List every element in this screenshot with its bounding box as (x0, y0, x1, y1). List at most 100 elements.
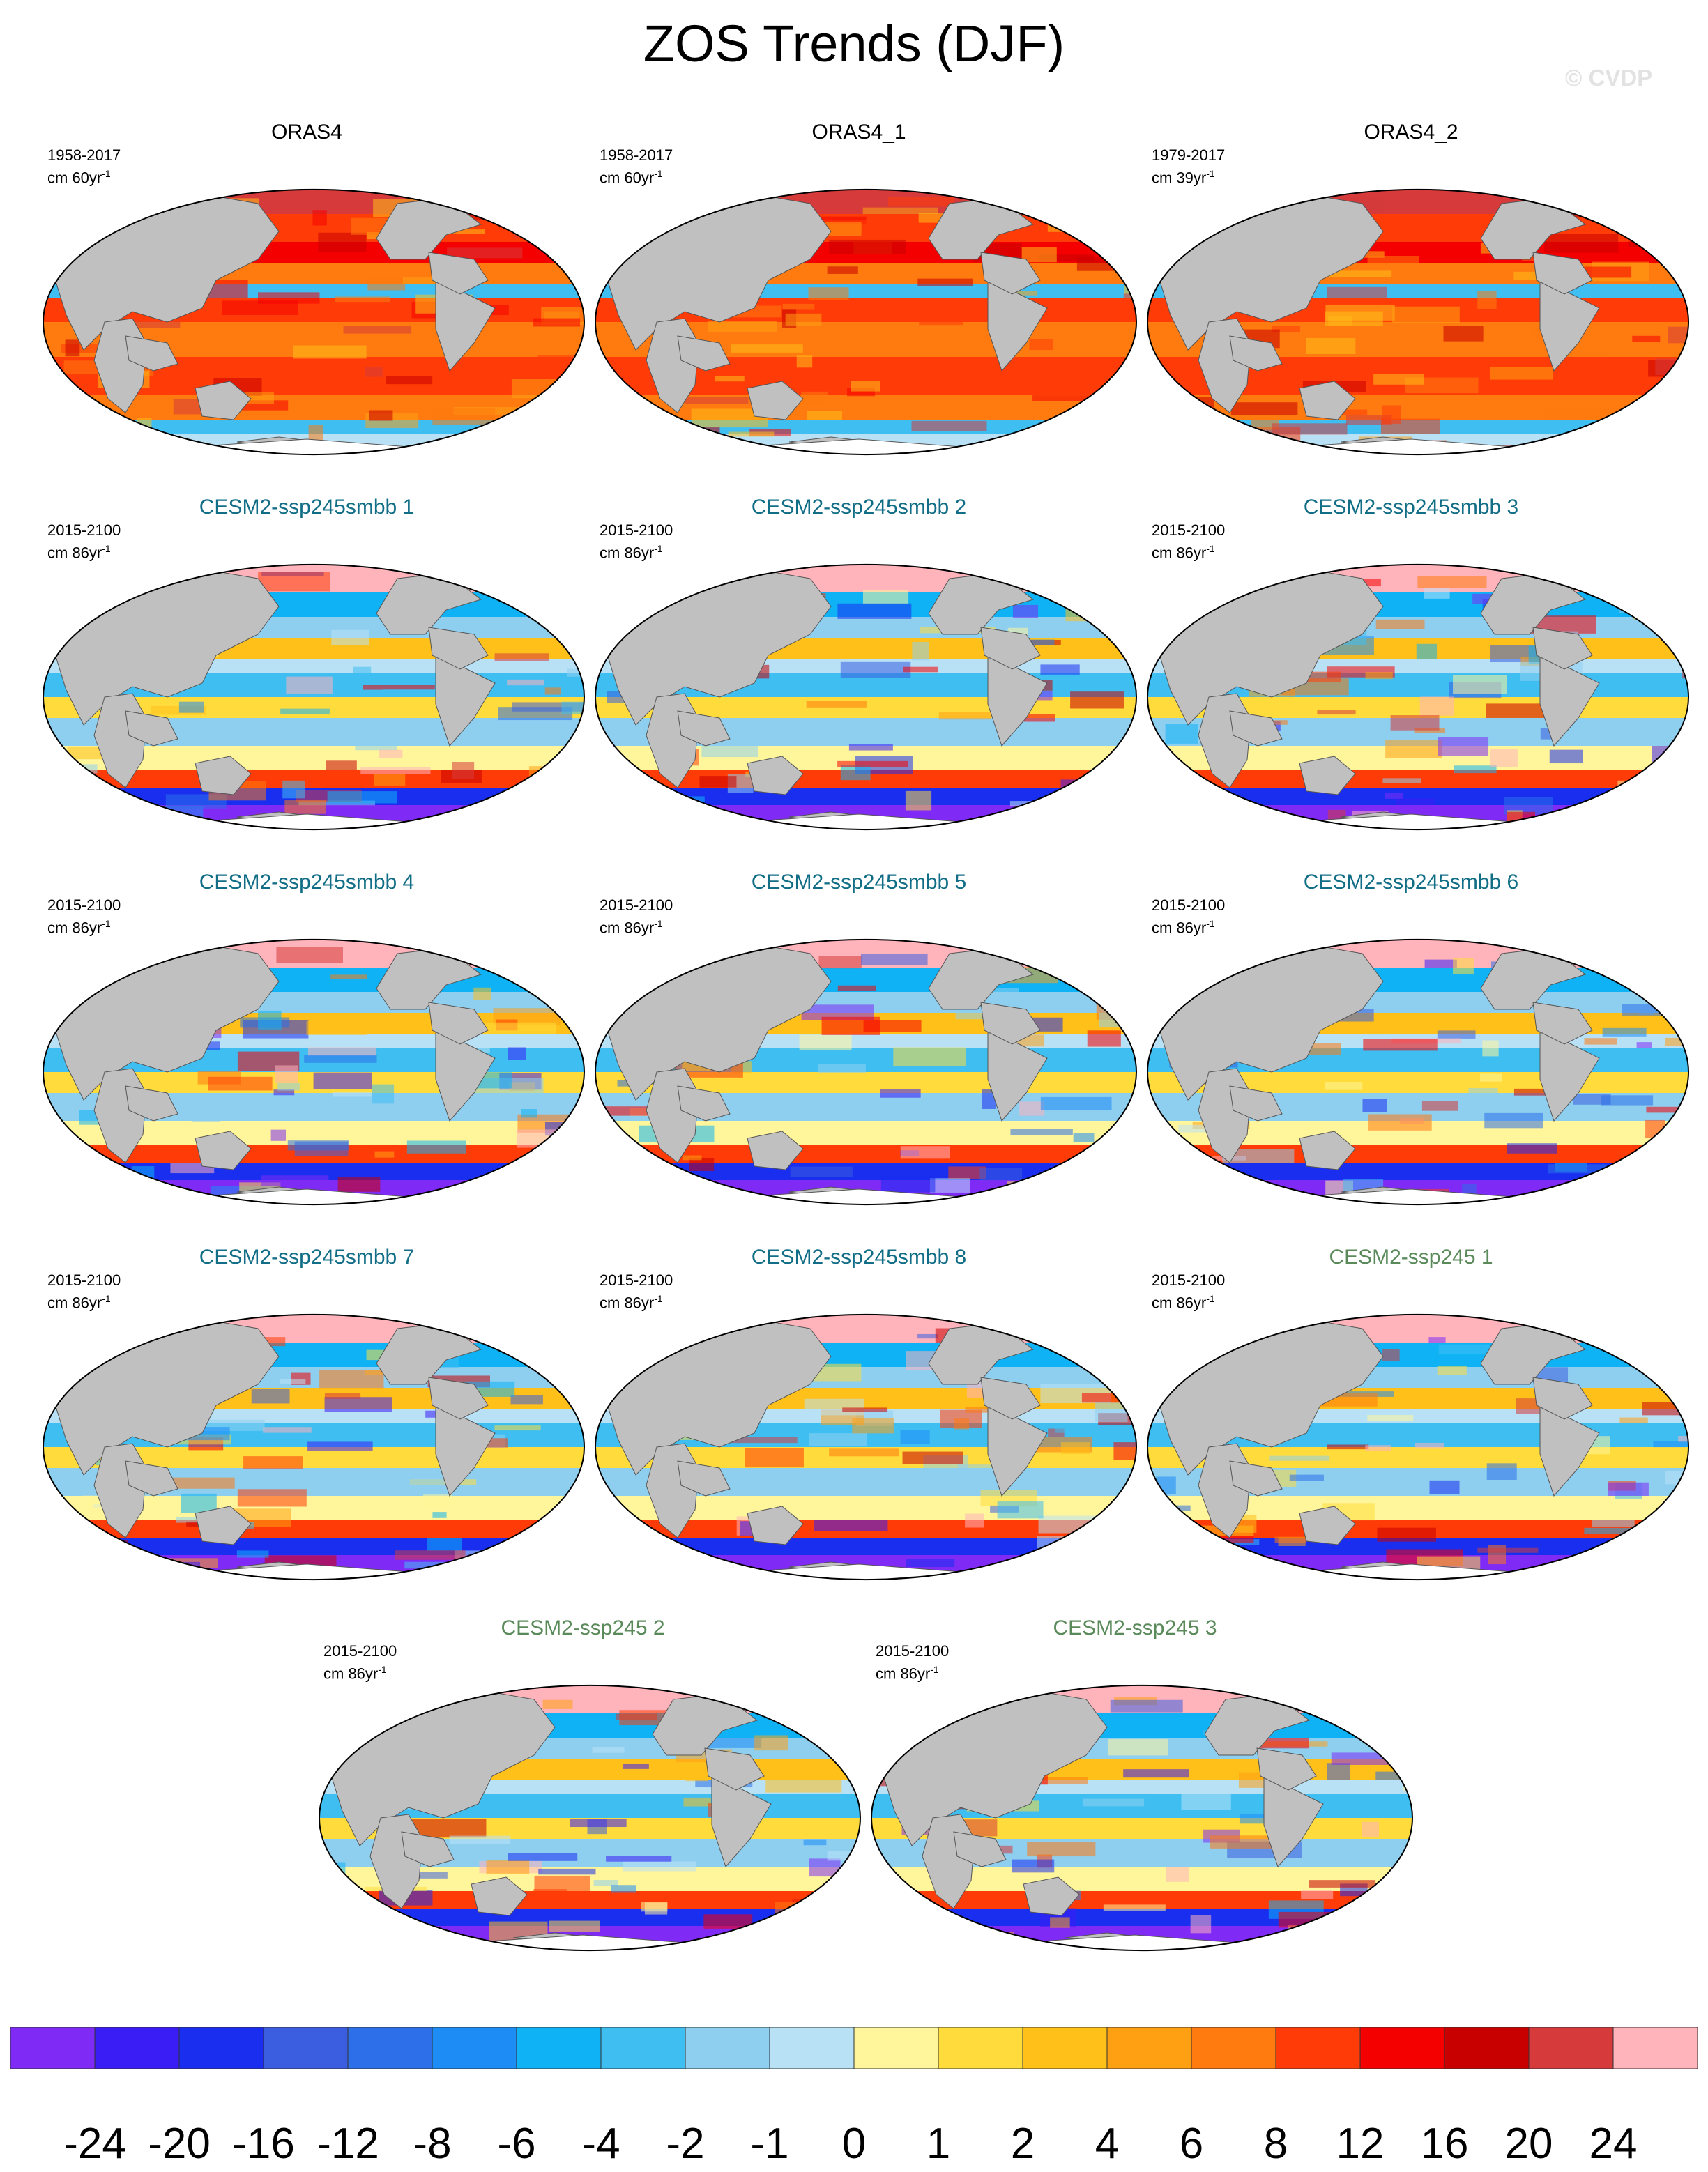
panel-title: ORAS4_2 (1364, 121, 1458, 144)
colorbar-swatch (600, 2027, 686, 2069)
colorbar-tick-label: -12 (317, 2120, 379, 2168)
panel-period: 2015-2100 (600, 896, 673, 914)
colorbar-swatch (432, 2027, 517, 2069)
panel-period: 1958-2017 (47, 146, 121, 164)
map-panel: CESM2-ssp245 1 2015-2100 cm 86yr-1 (1132, 1245, 1690, 1607)
panel-title: CESM2-ssp245smbb 5 (751, 871, 967, 894)
map-panel: ORAS4_2 1979-2017 cm 39yr-1 (1132, 120, 1690, 482)
panel-units: cm 86yr-1 (47, 918, 111, 937)
panel-title: ORAS4 (271, 121, 342, 144)
world-map (42, 939, 586, 1205)
world-map (1146, 564, 1690, 830)
panel-units: cm 86yr-1 (600, 1293, 663, 1312)
map-panel: CESM2-ssp245smbb 4 2015-2100 cm 86yr-1 (28, 870, 586, 1232)
map-panel: CESM2-ssp245smbb 3 2015-2100 cm 86yr-1 (1132, 495, 1690, 857)
colorbar-tick-label: -16 (232, 2120, 295, 2168)
colorbar-tick-label: 8 (1263, 2120, 1288, 2168)
colorbar-swatch (178, 2027, 264, 2069)
map-panel: ORAS4 1958-2017 cm 60yr-1 (28, 120, 586, 482)
panel-title: CESM2-ssp245smbb 3 (1303, 496, 1519, 519)
colorbar-swatch (769, 2027, 855, 2069)
panel-title: CESM2-ssp245 2 (501, 1616, 665, 1639)
colorbar-swatch (516, 2027, 602, 2069)
colorbar (10, 2027, 1698, 2069)
panel-period: 2015-2100 (600, 521, 673, 539)
map-panel: CESM2-ssp245 3 2015-2100 cm 86yr-1 (856, 1616, 1414, 1978)
panel-title: ORAS4_1 (811, 121, 906, 144)
colorbar-swatch (938, 2027, 1023, 2069)
colorbar-swatch (1612, 2027, 1698, 2069)
colorbar-tick-label: 12 (1336, 2120, 1385, 2168)
world-map (42, 1314, 586, 1580)
world-map (42, 564, 586, 830)
panel-period: 2015-2100 (47, 521, 121, 539)
world-map (594, 939, 1138, 1205)
panel-units: cm 86yr-1 (876, 1664, 939, 1683)
world-map (1146, 1314, 1690, 1580)
colorbar-tick-label: 2 (1010, 2120, 1035, 2168)
panel-period: 2015-2100 (876, 1642, 950, 1660)
panel-title: CESM2-ssp245smbb 1 (199, 496, 415, 519)
colorbar-swatch (1191, 2027, 1276, 2069)
colorbar-swatch (263, 2027, 349, 2069)
colorbar-swatch (685, 2027, 770, 2069)
world-map (1146, 939, 1690, 1205)
panel-period: 2015-2100 (600, 1271, 673, 1289)
panel-units: cm 60yr-1 (600, 168, 663, 187)
map-panel: CESM2-ssp245smbb 5 2015-2100 cm 86yr-1 (580, 870, 1138, 1232)
colorbar-swatch (347, 2027, 433, 2069)
colorbar-swatch (1444, 2027, 1530, 2069)
colorbar-tick-label: 24 (1589, 2120, 1638, 2168)
panel-period: 2015-2100 (1152, 1271, 1226, 1289)
panel-period: 1979-2017 (1152, 146, 1226, 164)
world-map (1146, 189, 1690, 455)
panel-title: CESM2-ssp245smbb 8 (751, 1246, 967, 1269)
world-map (318, 1685, 862, 1951)
panel-period: 2015-2100 (1152, 896, 1226, 914)
panel-period: 1958-2017 (600, 146, 673, 164)
colorbar-tick-label: 0 (841, 2120, 867, 2168)
colorbar-swatch (853, 2027, 939, 2069)
colorbar-labels: -24 -20 -16 -12 -8 -6 -4 -2 -1 0 1 2 4 6 8 12 16 20 24 (10, 2119, 1698, 2172)
panel-units: cm 39yr-1 (1152, 168, 1215, 187)
map-panel: CESM2-ssp245smbb 8 2015-2100 cm 86yr-1 (580, 1245, 1138, 1607)
panel-title: CESM2-ssp245smbb 7 (199, 1246, 415, 1269)
panel-units: cm 86yr-1 (47, 1293, 111, 1312)
colorbar-swatch (1359, 2027, 1445, 2069)
cvdp-watermark: © CVDP (1565, 65, 1653, 91)
colorbar-tick-label: 4 (1095, 2120, 1120, 2168)
panel-units: cm 86yr-1 (1152, 1293, 1215, 1312)
colorbar-tick-label: -1 (750, 2120, 789, 2168)
panel-period: 2015-2100 (1152, 521, 1226, 539)
world-map (594, 189, 1138, 455)
colorbar-swatch (1528, 2027, 1614, 2069)
map-panel: ORAS4_1 1958-2017 cm 60yr-1 (580, 120, 1138, 482)
colorbar-tick-label: 16 (1420, 2120, 1469, 2168)
panel-units: cm 86yr-1 (47, 543, 111, 562)
colorbar-swatch (1106, 2027, 1192, 2069)
panel-period: 2015-2100 (47, 896, 121, 914)
colorbar-tick-label: 1 (926, 2120, 951, 2168)
panel-period: 2015-2100 (47, 1271, 121, 1289)
colorbar-tick-label: 20 (1504, 2120, 1553, 2168)
world-map (594, 564, 1138, 830)
colorbar-tick-label: -20 (148, 2120, 211, 2168)
colorbar-tick-label: -6 (497, 2120, 536, 2168)
panel-units: cm 86yr-1 (600, 543, 663, 562)
panel-title: CESM2-ssp245smbb 2 (751, 496, 967, 519)
panel-units: cm 60yr-1 (47, 168, 111, 187)
figure-title: ZOS Trends (DJF) (643, 15, 1065, 72)
panel-title: CESM2-ssp245 1 (1329, 1246, 1493, 1269)
colorbar-tick-label: 6 (1179, 2120, 1204, 2168)
map-panel: CESM2-ssp245smbb 1 2015-2100 cm 86yr-1 (28, 495, 586, 857)
map-panel: CESM2-ssp245smbb 7 2015-2100 cm 86yr-1 (28, 1245, 586, 1607)
panel-units: cm 86yr-1 (323, 1664, 387, 1683)
panel-title: CESM2-ssp245smbb 6 (1303, 871, 1519, 894)
world-map (870, 1685, 1414, 1951)
panel-title: CESM2-ssp245 3 (1053, 1616, 1217, 1639)
colorbar-tick-label: -8 (413, 2120, 452, 2168)
map-panel: CESM2-ssp245 2 2015-2100 cm 86yr-1 (304, 1616, 862, 1978)
panel-units: cm 86yr-1 (1152, 918, 1215, 937)
colorbar-swatch (10, 2027, 96, 2069)
panel-period: 2015-2100 (323, 1642, 397, 1660)
